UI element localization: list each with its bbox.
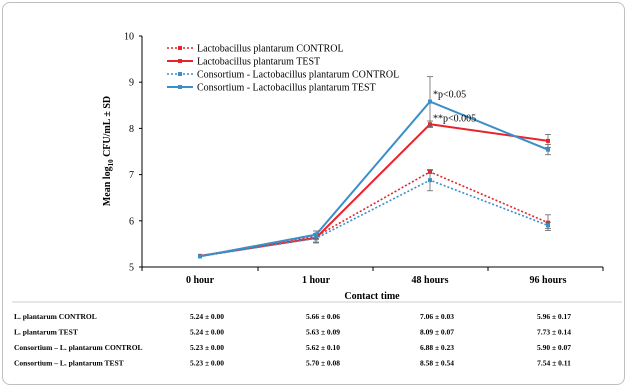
table-cell: 5.23 ± 0.00	[190, 343, 224, 352]
table-row: Consortium – L. plantarum TEST 5.23 ± 0.0…	[14, 359, 571, 368]
legend-swatch-marker	[178, 59, 182, 63]
legend-item: Consortium - Lactobacillus plantarum CON…	[167, 70, 399, 81]
table-row: Consortium – L. plantarum CONTROL 5.23 ± …	[14, 343, 571, 352]
table-cell: 8.58 ± 0.54	[420, 359, 454, 368]
x-category-label: 1 hour	[302, 275, 331, 286]
series-3	[198, 169, 551, 259]
x-category-label: 96 hours	[530, 275, 567, 286]
series-1	[198, 169, 551, 258]
data-point	[546, 147, 550, 152]
y-tick-layer: 5 6 7 8 9 10	[124, 32, 142, 274]
y-tick-label: 5	[129, 263, 134, 274]
legend-label: Consortium - Lactobacillus plantarum TES…	[197, 83, 376, 94]
legend-swatch-marker	[178, 72, 182, 76]
table-cell: 7.73 ± 0.14	[537, 328, 571, 337]
x-category-label: 0 hour	[186, 275, 215, 286]
data-point	[546, 138, 550, 143]
y-tick-label: 10	[124, 32, 134, 43]
table-row-label: Consortium – L. plantarum TEST	[14, 359, 124, 368]
table-cell: 8.09 ± 0.07	[420, 328, 454, 337]
table-row-label: Consortium – L. plantarum CONTROL	[14, 343, 143, 352]
figure-frame	[2, 2, 625, 385]
y-tick-label: 7	[129, 170, 134, 181]
x-category-label: 48 hours	[412, 275, 449, 286]
legend: Lactobacillus plantarum CONTROL Lactobaci…	[167, 44, 399, 94]
series-2	[198, 120, 551, 258]
legend-label: Consortium - Lactobacillus plantarum CON…	[197, 70, 399, 81]
data-point	[314, 232, 318, 237]
x-category-layer: 0 hour 1 hour 48 hours 96 hours	[141, 267, 604, 286]
table-row-label: L. plantarum CONTROL	[14, 312, 97, 321]
table-cell: 7.54 ± 0.11	[537, 359, 571, 368]
y-tick-label: 8	[129, 124, 134, 135]
legend-label: Lactobacillus plantarum CONTROL	[197, 44, 344, 55]
legend-label: Lactobacillus plantarum TEST	[197, 57, 320, 68]
data-point	[428, 99, 432, 104]
table-cell: 5.90 ± 0.07	[537, 343, 571, 352]
legend-item: Consortium - Lactobacillus plantarum TES…	[167, 83, 376, 94]
y-tick-label: 9	[129, 78, 134, 89]
series-4	[198, 76, 551, 259]
data-table: L. plantarum CONTROL 5.24 ± 0.00 5.66 ± 0.…	[14, 312, 571, 368]
legend-item: Lactobacillus plantarum CONTROL	[167, 44, 344, 55]
table-row: L. plantarum TEST 5.24 ± 0.00 5.63 ± 0.09 8…	[14, 328, 571, 337]
series-line	[199, 100, 549, 258]
table-cell: 6.88 ± 0.23	[420, 343, 454, 352]
table-row-label: L. plantarum TEST	[14, 328, 78, 337]
table-cell: 5.70 ± 0.08	[306, 359, 340, 368]
table-cell: 7.06 ± 0.03	[420, 312, 454, 321]
significance-annotation: **p<0.005	[433, 114, 476, 125]
table-cell: 5.62 ± 0.10	[306, 343, 340, 352]
table-cell: 5.23 ± 0.00	[190, 359, 224, 368]
table-cell: 5.63 ± 0.09	[306, 328, 340, 337]
table-cell: 5.96 ± 0.17	[537, 312, 571, 321]
series-line	[199, 123, 549, 257]
series-layer	[198, 76, 551, 259]
table-row: L. plantarum CONTROL 5.24 ± 0.00 5.66 ± 0.…	[14, 312, 571, 321]
legend-item: Lactobacillus plantarum TEST	[167, 57, 320, 68]
series-line	[199, 170, 549, 257]
table-cell: 5.66 ± 0.06	[306, 312, 340, 321]
y-axis-title: Mean log10 CFU/mL ± SD	[102, 96, 115, 206]
data-point	[198, 254, 202, 259]
annotation-layer: *p<0.05 **p<0.005	[433, 90, 476, 125]
x-axis-title: Contact time	[344, 291, 400, 302]
series-line	[199, 179, 549, 258]
table-cell: 5.24 ± 0.00	[190, 312, 224, 321]
legend-swatch-marker	[178, 85, 182, 89]
legend-swatch-marker	[178, 46, 182, 50]
significance-annotation: *p<0.05	[433, 90, 466, 101]
data-point	[546, 223, 550, 228]
y-tick-label: 6	[129, 216, 134, 227]
data-point	[428, 178, 432, 183]
table-cell: 5.24 ± 0.00	[190, 328, 224, 337]
